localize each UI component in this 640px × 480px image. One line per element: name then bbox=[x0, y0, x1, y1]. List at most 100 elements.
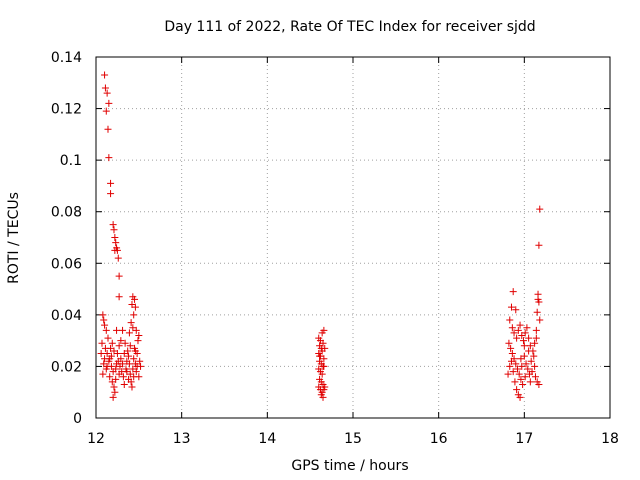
data-point bbox=[133, 362, 141, 370]
data-point bbox=[319, 339, 327, 347]
data-point bbox=[517, 375, 525, 383]
data-point bbox=[97, 350, 105, 358]
data-point bbox=[506, 316, 514, 324]
y-axis-ticks: 0 0.02 0.04 0.06 0.08 0.1 0.12 0.14 bbox=[51, 50, 610, 427]
data-point bbox=[320, 362, 328, 370]
data-point bbox=[523, 324, 531, 332]
data-point bbox=[509, 288, 517, 296]
data-point bbox=[525, 334, 533, 342]
data-point bbox=[112, 375, 120, 383]
data-point bbox=[522, 360, 530, 368]
data-point bbox=[110, 383, 118, 391]
data-point bbox=[521, 329, 529, 337]
x-tick-label: 13 bbox=[173, 431, 191, 447]
data-points bbox=[97, 71, 544, 401]
data-point bbox=[113, 360, 121, 368]
data-point bbox=[101, 71, 109, 79]
data-point bbox=[123, 368, 131, 376]
data-point bbox=[112, 239, 120, 247]
data-point bbox=[102, 326, 110, 334]
y-tick-label: 0.02 bbox=[51, 359, 82, 375]
y-tick-label: 0.06 bbox=[51, 256, 82, 272]
data-point bbox=[125, 352, 133, 360]
data-point bbox=[516, 393, 524, 401]
y-axis-label: ROTI / TECUs bbox=[6, 192, 22, 284]
data-point bbox=[109, 221, 117, 229]
data-point bbox=[536, 205, 544, 213]
data-point bbox=[107, 352, 115, 360]
data-point bbox=[103, 362, 111, 370]
chart-title: Day 111 of 2022, Rate Of TEC Index for r… bbox=[164, 19, 535, 35]
data-point bbox=[130, 373, 138, 381]
data-point bbox=[119, 360, 127, 368]
data-point bbox=[319, 393, 327, 401]
data-point bbox=[125, 329, 133, 337]
data-point bbox=[115, 272, 123, 280]
data-point bbox=[519, 380, 527, 388]
data-point bbox=[507, 303, 515, 311]
data-point bbox=[527, 357, 535, 365]
x-tick-label: 14 bbox=[258, 431, 276, 447]
data-point bbox=[127, 319, 135, 327]
data-point bbox=[510, 329, 518, 337]
data-point bbox=[105, 357, 113, 365]
data-point bbox=[136, 357, 144, 365]
x-tick-label: 17 bbox=[515, 431, 533, 447]
data-point bbox=[506, 362, 514, 370]
data-point bbox=[131, 347, 139, 355]
data-point bbox=[525, 347, 533, 355]
data-point bbox=[531, 362, 539, 370]
data-point bbox=[117, 337, 125, 345]
data-point bbox=[114, 254, 122, 262]
data-point bbox=[101, 321, 109, 329]
data-point bbox=[512, 360, 520, 368]
data-point bbox=[126, 342, 134, 350]
data-point bbox=[113, 246, 121, 254]
data-point bbox=[532, 326, 540, 334]
data-point bbox=[101, 84, 109, 92]
data-point bbox=[117, 355, 125, 363]
data-point bbox=[119, 373, 127, 381]
data-point bbox=[120, 380, 128, 388]
data-point bbox=[320, 326, 328, 334]
data-point bbox=[511, 378, 519, 386]
data-point bbox=[131, 295, 139, 303]
data-point bbox=[103, 89, 111, 97]
data-point bbox=[533, 308, 541, 316]
data-point bbox=[120, 350, 128, 358]
data-point bbox=[520, 342, 528, 350]
data-point bbox=[526, 378, 534, 386]
data-point bbox=[505, 339, 513, 347]
data-point bbox=[130, 311, 138, 319]
y-tick-label: 0.08 bbox=[51, 205, 82, 221]
data-point bbox=[515, 370, 523, 378]
data-point bbox=[106, 373, 114, 381]
data-point bbox=[104, 334, 112, 342]
y-tick-label: 0.14 bbox=[51, 50, 82, 66]
x-tick-label: 16 bbox=[430, 431, 448, 447]
data-point bbox=[132, 368, 140, 376]
data-point bbox=[504, 370, 512, 378]
data-point bbox=[536, 316, 544, 324]
data-point bbox=[113, 326, 121, 334]
data-point bbox=[119, 326, 127, 334]
data-point bbox=[125, 375, 133, 383]
data-point bbox=[524, 365, 532, 373]
data-point bbox=[102, 107, 110, 115]
data-point bbox=[507, 344, 515, 352]
data-point bbox=[105, 99, 113, 107]
data-point bbox=[320, 386, 328, 394]
data-point bbox=[321, 344, 329, 352]
data-point bbox=[535, 298, 543, 306]
data-point bbox=[535, 380, 543, 388]
data-point bbox=[111, 234, 119, 241]
data-point bbox=[134, 337, 142, 345]
data-point bbox=[519, 337, 527, 345]
data-point bbox=[513, 365, 521, 373]
data-point bbox=[110, 226, 118, 234]
data-point bbox=[130, 355, 138, 363]
data-point bbox=[318, 370, 326, 378]
data-point bbox=[512, 306, 520, 314]
data-point bbox=[320, 355, 328, 363]
data-point bbox=[528, 368, 536, 376]
